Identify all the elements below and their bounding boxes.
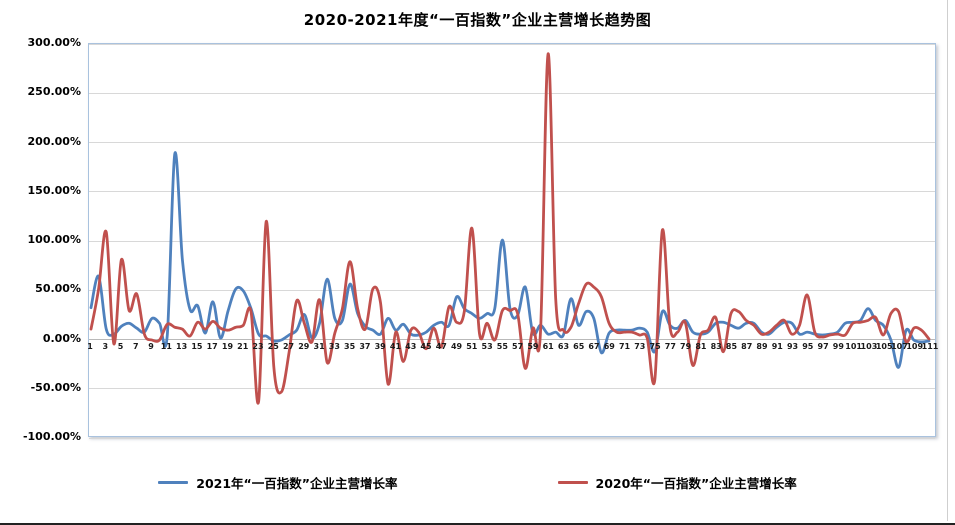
gridline--50 — [89, 388, 935, 390]
x-tick-label: 103 — [860, 341, 878, 351]
x-tick-label: 33 — [328, 341, 340, 351]
x-tick-label: 41 — [389, 341, 402, 351]
gridline--100 — [89, 437, 935, 439]
x-tick-label: 97 — [817, 341, 829, 351]
x-tick-label: 77 — [664, 341, 676, 351]
x-tick-label: 69 — [603, 341, 615, 351]
x-tick-label: 13 — [176, 341, 188, 351]
gridline-300 — [89, 43, 935, 45]
x-tick-label: 3 — [102, 341, 109, 351]
series-line-2021 — [89, 151, 931, 369]
x-tick-label: 61 — [542, 341, 554, 351]
x-tick-label: 11 — [160, 341, 172, 351]
x-tick-label: 111 — [921, 341, 939, 351]
series-line-2020 — [89, 52, 931, 405]
x-tick-label: 23 — [252, 341, 264, 351]
x-tick-label: 51 — [466, 341, 478, 351]
x-tick-label: 35 — [344, 341, 356, 351]
x-tick-label: 67 — [588, 341, 600, 351]
x-tick-label: 79 — [680, 341, 692, 351]
x-tick-label: 65 — [573, 341, 585, 351]
x-tick-label: 73 — [634, 341, 646, 351]
x-tick-label: 45 — [420, 341, 432, 351]
x-tick-label: 5 — [117, 341, 124, 351]
x-tick-label: 87 — [741, 341, 753, 351]
gridline-150 — [89, 191, 935, 193]
x-tick-label: 71 — [618, 341, 631, 351]
x-tick-label: 85 — [725, 341, 738, 351]
x-tick-label: 89 — [756, 341, 768, 351]
x-tick-label: 47 — [435, 341, 447, 351]
y-tick-label: 100.00% — [27, 233, 81, 246]
window-right-edge — [947, 0, 948, 521]
chart-title: 2020-2021年度“一百指数”企业主营增长趋势图 — [303, 11, 652, 29]
y-tick-label: 250.00% — [27, 85, 81, 99]
x-tick-label: 53 — [481, 341, 493, 351]
legend-line-swatch-2020 — [557, 481, 588, 484]
x-tick-label: 29 — [298, 341, 310, 351]
x-tick-label: 105 — [875, 341, 893, 351]
x-tick-label: 25 — [267, 341, 279, 351]
gridline-200 — [89, 142, 935, 143]
y-tick-label: 150.00% — [27, 183, 81, 197]
x-tick-label: 49 — [450, 341, 463, 351]
x-tick-label: 101 — [845, 341, 862, 351]
x-tick-label: 83 — [710, 341, 722, 351]
x-tick-label: 109 — [906, 341, 924, 351]
x-tick-label: 75 — [649, 341, 661, 351]
x-tick-label: 31 — [313, 341, 325, 351]
legend: 2021年“一百指数”企业主营增长率 2020年“一百指数”企业主营增长率 — [0, 473, 955, 492]
x-tick-label: 95 — [802, 341, 814, 351]
gridline-100 — [89, 240, 935, 242]
gridline-250 — [89, 92, 935, 94]
legend-item-2020: 2020年“一百指数”企业主营增长率 — [557, 473, 797, 492]
gridline-50 — [89, 289, 935, 291]
legend-item-2021: 2021年“一百指数”企业主营增长率 — [158, 473, 398, 492]
y-tick-label: 0.00% — [42, 331, 81, 345]
x-tick-label: 81 — [695, 341, 707, 351]
y-tick-label: -100.00% — [22, 430, 81, 443]
x-tick-label: 93 — [786, 341, 799, 351]
x-tick-label: 59 — [527, 341, 539, 351]
legend-label-2020: 2020年“一百指数”企业主营增长率 — [595, 476, 797, 491]
x-tick-label: 37 — [359, 341, 371, 351]
y-tick-label: -50.00% — [30, 380, 81, 394]
x-tick-label: 91 — [771, 341, 783, 351]
legend-label-2021: 2021年“一百指数”企业主营增长率 — [196, 476, 398, 491]
plot-area — [88, 43, 936, 439]
series-lines — [89, 52, 931, 405]
window-bottom-edge — [0, 523, 955, 525]
x-tick-label: 19 — [221, 341, 234, 351]
y-tick-label: 50.00% — [35, 282, 81, 296]
x-tick-label: 7 — [133, 341, 139, 351]
x-tick-label: 21 — [237, 341, 249, 351]
x-tick-label: 63 — [557, 341, 570, 351]
x-tick-label: 57 — [512, 341, 524, 351]
x-tick-label: 39 — [374, 341, 386, 351]
x-tick-label: 43 — [405, 341, 417, 351]
x-tick-label: 99 — [832, 341, 844, 351]
y-tick-label: 300.00% — [27, 36, 81, 49]
x-tick-label: 1 — [87, 341, 93, 351]
y-tick-label: 200.00% — [27, 134, 81, 148]
legend-line-swatch-2021 — [158, 481, 189, 484]
x-tick-label: 55 — [496, 341, 508, 351]
gridline-0 — [89, 339, 935, 340]
x-tick-label: 107 — [891, 341, 908, 351]
x-tick-label: 15 — [191, 341, 203, 351]
x-tick-label: 27 — [282, 341, 295, 351]
x-tick-label: 9 — [148, 341, 154, 351]
x-tick-label: 17 — [206, 341, 218, 351]
